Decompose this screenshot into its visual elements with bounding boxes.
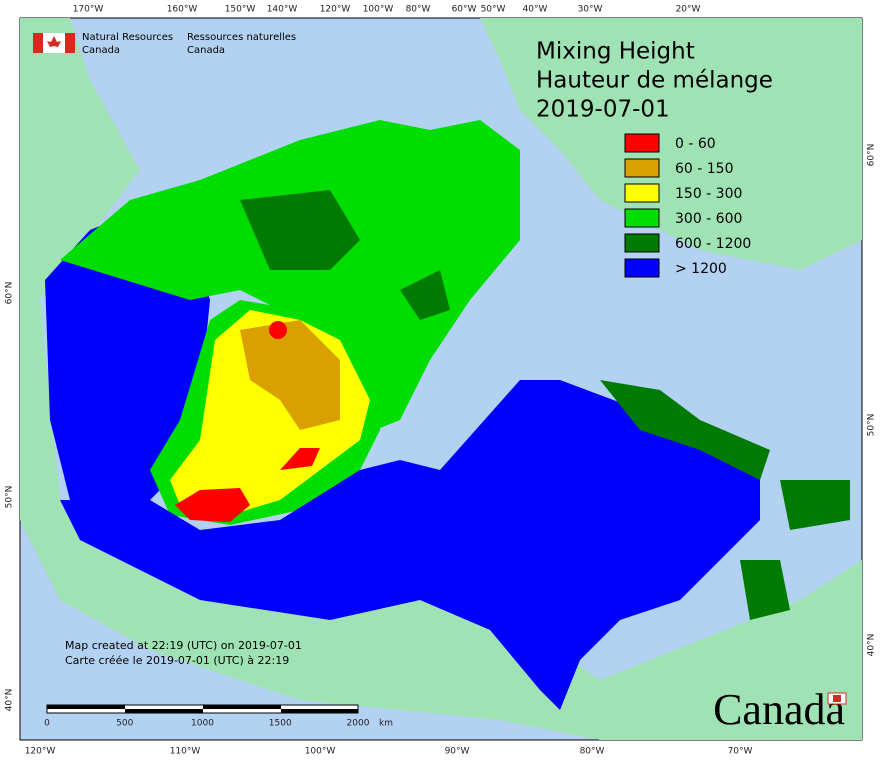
agency-fr: Canada [187, 45, 225, 56]
maple-leaf [47, 36, 61, 47]
graticule-label: 170°W [73, 5, 104, 15]
legend-label: 60 - 150 [675, 161, 734, 177]
region [600, 380, 770, 480]
greenland [480, 18, 862, 270]
graticule-label: 20°W [676, 5, 701, 15]
region [280, 448, 320, 470]
legend-swatch [624, 158, 660, 178]
scale-seg [47, 705, 125, 709]
land [20, 18, 862, 740]
agency-en: Canada [82, 45, 120, 56]
footer-note: Map created at 22:19 (UTC) on 2019-07-01 [65, 639, 302, 652]
region [60, 120, 520, 440]
legend-label: 150 - 300 [675, 186, 742, 202]
region [60, 380, 760, 710]
region [740, 560, 790, 620]
legend-label: > 1200 [675, 261, 727, 277]
graticule-label: 80°W [406, 5, 431, 15]
wordmark-leaf [833, 695, 841, 702]
region [175, 488, 250, 522]
region [400, 270, 450, 320]
scale-seg [203, 705, 281, 709]
graticule-label: 40°N [5, 689, 15, 712]
graticule-label: 50°N [867, 414, 877, 437]
graticule-label: 50°W [481, 5, 506, 15]
scale-label: 2000 [347, 719, 370, 729]
legend-swatch [624, 183, 660, 203]
scale-bar [46, 704, 359, 714]
graticule-label: 120°W [25, 747, 56, 757]
graticule-label: 110°W [170, 747, 201, 757]
legend-swatch [624, 258, 660, 278]
graticule-label: 100°W [305, 747, 336, 757]
graticule-label: 60°N [5, 282, 15, 305]
graticule-label: 150°W [225, 5, 256, 15]
legend-label: 600 - 1200 [675, 236, 751, 252]
wordmark: Canada [713, 685, 845, 734]
title: Mixing Height [536, 39, 695, 65]
graticule-label: 30°W [578, 5, 603, 15]
graticule-label: 50°N [5, 486, 15, 509]
region [240, 190, 360, 270]
region [240, 320, 340, 430]
graticule-label: 40°W [523, 5, 548, 15]
legend-label: 300 - 600 [675, 211, 742, 227]
graticule-label: 140°W [267, 5, 298, 15]
graticule-label: 60°N [867, 144, 877, 167]
title: Hauteur de mélange [536, 68, 773, 94]
graticule-label: 90°W [445, 747, 470, 757]
scale-seg [125, 709, 203, 713]
scale-label: 1500 [269, 719, 292, 729]
scale-label: 1000 [191, 719, 214, 729]
legend-label: 0 - 60 [675, 136, 716, 152]
agency-fr: Ressources naturelles [187, 32, 296, 43]
graticule-label: 100°W [363, 5, 394, 15]
flag-bar [65, 33, 75, 53]
agency-en: Natural Resources [82, 32, 173, 43]
graticule-label: 70°W [728, 747, 753, 757]
scale-label: 500 [116, 719, 133, 729]
flag-bar [33, 33, 43, 53]
scale-unit: km [379, 719, 393, 729]
graticule-label: 80°W [580, 747, 605, 757]
region [780, 480, 850, 530]
footer-note: Carte créée le 2019-07-01 (UTC) à 22:19 [65, 654, 289, 667]
legend-swatch [624, 208, 660, 228]
region [269, 321, 287, 339]
graticule-label: 160°W [167, 5, 198, 15]
legend-swatch [624, 133, 660, 153]
graticule-label: 40°N [867, 634, 877, 657]
title-date: 2019-07-01 [536, 97, 670, 123]
legend-swatch [624, 233, 660, 253]
scale-seg [281, 709, 358, 713]
graticule-label: 120°W [320, 5, 351, 15]
graticule-label: 60°W [452, 5, 477, 15]
scale-label: 0 [44, 719, 50, 729]
